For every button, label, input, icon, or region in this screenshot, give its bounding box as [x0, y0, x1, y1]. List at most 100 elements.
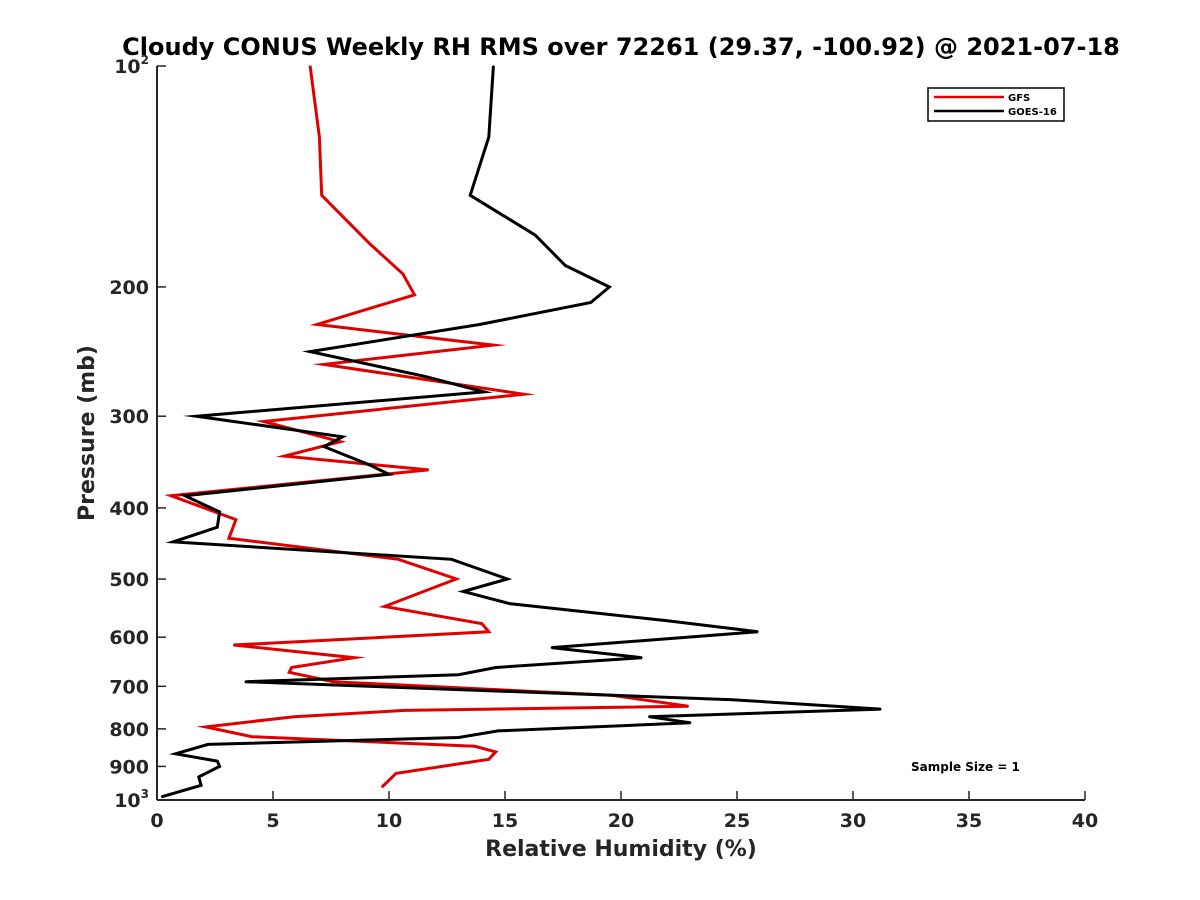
data-point-gfs: [494, 751, 497, 753]
data-point-gfs: [427, 469, 430, 471]
legend-label-goes16: GOES-16: [1008, 107, 1057, 118]
data-point-goes16: [309, 350, 311, 353]
y-ticks: 102 200 300 400 500 600 700 800 900 103: [109, 53, 166, 812]
data-point-goes16: [488, 136, 490, 138]
data-point-goes16: [469, 194, 472, 197]
x-tick-label: 5: [266, 810, 279, 832]
data-point-gfs: [402, 273, 404, 275]
data-point-gfs: [481, 622, 483, 625]
x-tick-label: 15: [492, 810, 518, 832]
x-tick-label: 30: [840, 810, 866, 832]
data-point-gfs: [474, 745, 476, 748]
legend-label-gfs: GFS: [1008, 93, 1030, 104]
series-layer: [160, 65, 882, 799]
data-point-gfs: [170, 494, 172, 497]
data-point-goes16: [450, 558, 453, 561]
data-point-gfs: [339, 440, 342, 443]
y-tick-label: 500: [109, 569, 149, 591]
data-point-goes16: [195, 415, 198, 418]
y-tick-label: 700: [109, 676, 149, 698]
data-point-gfs: [293, 715, 295, 718]
data-point-goes16: [666, 620, 669, 622]
data-point-gfs: [381, 786, 383, 788]
data-point-gfs: [397, 558, 400, 561]
legend: GFS GOES-16: [927, 87, 1065, 122]
data-point-goes16: [323, 445, 325, 448]
data-point-goes16: [641, 656, 643, 659]
data-point-goes16: [244, 680, 246, 683]
data-point-goes16: [457, 673, 460, 676]
data-point-goes16: [218, 511, 221, 513]
y-tick-label: 900: [109, 756, 149, 778]
x-tick-label: 20: [608, 810, 634, 832]
data-point-gfs: [316, 323, 318, 326]
y-tick-label: 103: [114, 787, 149, 812]
data-point-gfs: [323, 363, 325, 366]
x-tick-label: 35: [956, 810, 982, 832]
data-point-goes16: [478, 323, 481, 326]
data-point-gfs: [309, 65, 311, 67]
data-point-gfs: [353, 656, 356, 659]
data-point-goes16: [425, 375, 427, 378]
data-point-gfs: [404, 709, 407, 712]
data-point-gfs: [488, 758, 490, 761]
data-point-goes16: [160, 796, 163, 798]
data-point-gfs: [262, 420, 265, 423]
data-point-goes16: [880, 708, 882, 710]
data-point-goes16: [494, 666, 497, 669]
data-point-gfs: [413, 294, 416, 296]
data-point-gfs: [232, 644, 235, 646]
y-tick-label: 600: [109, 627, 149, 649]
x-tick-label: 0: [150, 810, 163, 832]
chart-title: Cloudy CONUS Weekly RH RMS over 72261 (2…: [122, 33, 1120, 61]
data-point-goes16: [506, 578, 509, 580]
data-point-goes16: [757, 631, 759, 633]
data-point-goes16: [174, 753, 177, 755]
data-point-gfs: [251, 735, 253, 738]
x-tick-label: 40: [1072, 810, 1098, 832]
legend-box: [927, 87, 1065, 122]
x-tick-label: 10: [376, 810, 402, 832]
y-axis-label: Pressure (mb): [75, 345, 100, 521]
data-point-gfs: [492, 344, 495, 346]
data-point-goes16: [608, 286, 611, 288]
data-point-goes16: [172, 541, 174, 543]
data-point-gfs: [290, 666, 293, 669]
y-tick-label: 102: [114, 53, 149, 78]
data-point-gfs: [288, 671, 291, 674]
data-point-goes16: [184, 494, 186, 497]
data-point-goes16: [200, 784, 202, 787]
y-tick-label: 800: [109, 719, 149, 741]
data-point-goes16: [369, 464, 372, 467]
data-point-goes16: [457, 736, 460, 739]
data-point-goes16: [497, 730, 499, 732]
data-point-goes16: [731, 698, 734, 701]
data-point-gfs: [320, 194, 323, 197]
data-point-goes16: [216, 526, 219, 528]
y-tick-label: 200: [109, 277, 149, 299]
y-tick-label: 400: [109, 498, 149, 520]
data-point-gfs: [318, 136, 321, 138]
data-point-goes16: [483, 391, 485, 393]
data-point-gfs: [455, 578, 458, 580]
series-line-goes16: [161, 65, 881, 799]
data-point-gfs: [228, 537, 230, 540]
x-ticks: 0 5 10 15 20 25 30 35 40: [150, 791, 1098, 832]
data-point-goes16: [492, 65, 495, 67]
data-point-goes16: [564, 264, 567, 267]
data-point-gfs: [522, 393, 525, 396]
data-point-gfs: [283, 455, 286, 457]
x-tick-label: 25: [724, 810, 750, 832]
data-point-gfs: [383, 605, 386, 608]
data-point-gfs: [395, 772, 397, 775]
data-point-goes16: [216, 760, 219, 762]
data-point-goes16: [648, 715, 650, 718]
data-point-gfs: [687, 705, 690, 707]
data-point-goes16: [462, 590, 465, 593]
y-tick-label: 300: [109, 406, 149, 428]
data-point-goes16: [508, 602, 511, 605]
data-point-goes16: [207, 743, 209, 746]
x-axis-label: Relative Humidity (%): [485, 837, 757, 862]
data-point-goes16: [534, 234, 536, 236]
